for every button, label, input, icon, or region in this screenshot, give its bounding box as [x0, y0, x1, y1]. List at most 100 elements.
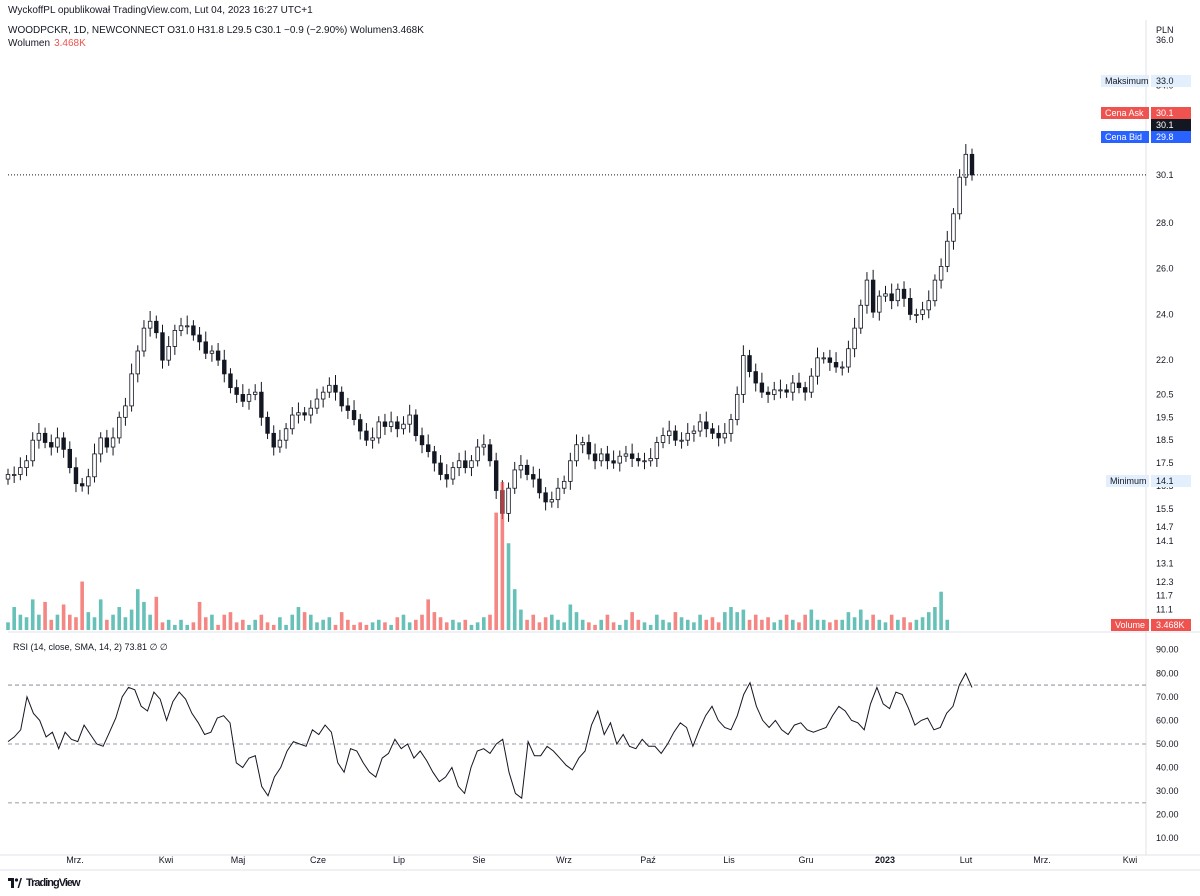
candle-body — [98, 437, 103, 455]
price-tick: 14.7 — [1156, 522, 1174, 532]
price-tick: 20.5 — [1156, 389, 1174, 399]
candle-body — [339, 391, 344, 407]
candle-body — [388, 421, 394, 427]
bid-tag-label-bg — [1101, 131, 1149, 143]
candle-body — [667, 430, 672, 437]
time-label: Lut — [960, 855, 973, 865]
candle-body — [345, 405, 351, 411]
price-tick: 18.5 — [1156, 435, 1174, 445]
volume-bar — [420, 614, 424, 630]
maximum-tag-value-bg — [1151, 75, 1191, 87]
last-price-tag-value: 30.1 — [1156, 120, 1174, 130]
volume-bar — [506, 543, 511, 630]
volume-bar — [617, 624, 622, 630]
volume-bar — [432, 612, 437, 630]
volume-bar — [92, 617, 97, 630]
candle-body — [154, 320, 159, 334]
bid-tag-value-bg — [1151, 131, 1191, 143]
candle-body — [401, 423, 406, 430]
volume-bar — [877, 619, 882, 630]
volume-bar — [815, 619, 820, 630]
time-label: Lis — [723, 855, 735, 865]
volume-bar — [6, 622, 10, 630]
maximum-tag-value: 33.0 — [1156, 76, 1174, 86]
volume-bar — [358, 622, 363, 630]
candle-body — [710, 428, 715, 434]
candle-body — [166, 346, 171, 361]
volume-bar — [760, 619, 764, 630]
bid-tag: Cena Bid 29.8 — [1101, 131, 1191, 143]
volume-bar — [679, 617, 684, 630]
volume-bar — [741, 609, 746, 630]
volume-bar — [704, 619, 709, 630]
candle-body — [228, 373, 233, 388]
candle-body — [580, 442, 585, 446]
volume-bar — [401, 614, 406, 630]
volume-bar — [37, 614, 41, 630]
candle-body — [765, 391, 771, 395]
volume-bar — [902, 617, 906, 630]
volume-bar — [135, 589, 140, 630]
candle-body — [926, 300, 931, 311]
volume-bar — [846, 612, 851, 630]
volume-bar — [735, 612, 739, 630]
volume-bar — [908, 622, 913, 630]
candle-body — [117, 416, 122, 439]
volume-bar — [30, 599, 35, 630]
volume-bar — [142, 601, 146, 630]
minimum-tag-label: Minimum — [1110, 476, 1147, 486]
volume-bar — [67, 614, 72, 630]
volume-bar — [265, 622, 270, 630]
time-label: Sie — [472, 855, 485, 865]
candle-body — [246, 394, 252, 402]
candle-body — [203, 341, 208, 354]
candle-body — [654, 442, 660, 459]
volume-bar — [444, 622, 449, 630]
candle-body — [908, 298, 913, 315]
volume-bar — [179, 619, 183, 630]
candle-body — [314, 398, 320, 409]
volume-bar — [197, 601, 202, 630]
candle-body — [36, 432, 42, 441]
volume-bar — [321, 619, 325, 630]
volume-bar — [203, 617, 208, 630]
candle-body — [802, 387, 808, 393]
price-tick: 26.0 — [1156, 264, 1174, 274]
volume-bar — [624, 619, 628, 630]
candle-body — [18, 467, 23, 475]
volume-bar — [185, 624, 190, 630]
volume-bar — [698, 614, 702, 630]
candle-body — [426, 444, 431, 453]
volume-bar — [766, 617, 770, 630]
candle-body — [821, 357, 826, 360]
candle-body — [92, 453, 97, 478]
volume-bar — [494, 512, 498, 630]
volume-bar — [49, 619, 54, 630]
candle-body — [722, 432, 728, 439]
volume-bar — [883, 622, 888, 630]
volume-tag: Volume 3.468K — [1111, 619, 1191, 631]
candle-body — [24, 460, 29, 469]
candle-body — [252, 391, 258, 395]
ask-tag-label-bg — [1101, 107, 1149, 119]
volume-bar — [574, 612, 579, 630]
candle-body — [642, 460, 647, 463]
volume-bar — [61, 604, 66, 630]
price-tick: 30.1 — [1156, 170, 1174, 180]
candle-body — [759, 382, 765, 393]
candle-body — [951, 213, 956, 242]
volume-bar — [191, 622, 196, 630]
volume-bar — [86, 612, 91, 630]
candle-body — [629, 453, 635, 459]
volume-bar — [630, 612, 634, 630]
price-tick: 15.5 — [1156, 504, 1174, 514]
volume-bar — [463, 619, 468, 630]
candle-body — [172, 330, 178, 347]
volume-bar — [920, 617, 925, 630]
candle-body — [271, 432, 276, 448]
candle-body — [679, 439, 684, 442]
candle-body — [815, 357, 820, 377]
time-label: 2023 — [875, 855, 895, 865]
candle-body — [215, 350, 221, 361]
